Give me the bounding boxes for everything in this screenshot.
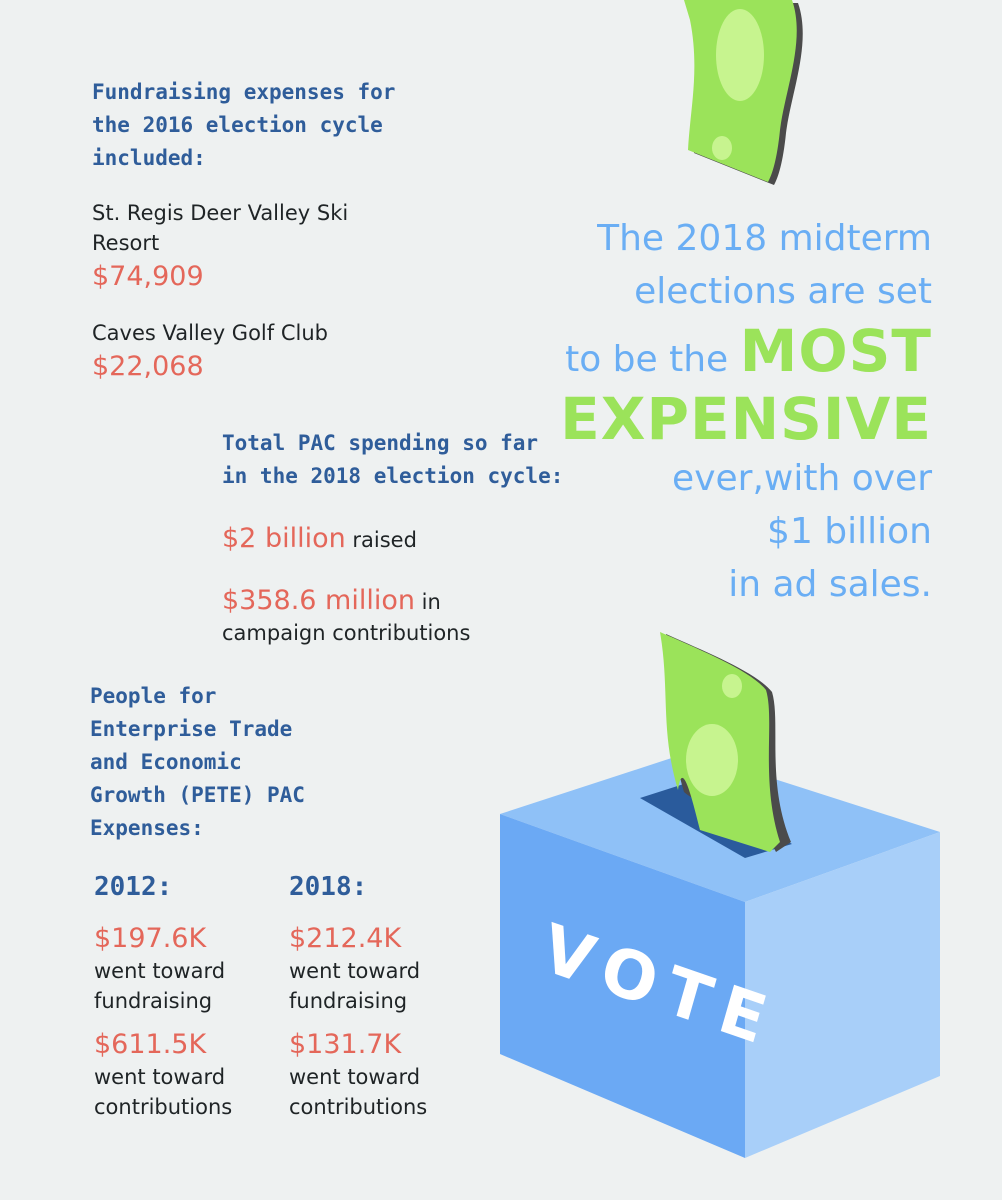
callout-emphasis-most: MOST [739,317,932,385]
callout-line6: in ad sales. [728,564,932,605]
year-2018: 2018: [289,872,368,902]
callout-line1: The 2018 midterm [597,218,932,259]
fundraising-label-2012: went toward fundraising [94,959,226,1013]
callout-line2: elections are set [634,271,932,312]
contributions-label-2018: went toward contributions [289,1065,428,1119]
pete-2012-column: 2012: $197.6K went toward fundraising $6… [94,872,284,1122]
callout-line4: ever,with over [672,458,932,499]
raised-amount: $2 billion [222,523,346,554]
pete-heading: People for Enterprise Trade and Economic… [90,684,305,840]
fundraising-amount-2012: $197.6K [94,923,207,954]
fundraising-label-2018: went toward fundraising [289,959,421,1013]
contributions-amount-2012: $611.5K [94,1029,207,1060]
expense-label-caves-valley: Caves Valley Golf Club [92,321,328,345]
contributions-label-2012: went toward contributions [94,1065,233,1119]
pac-2018-heading: Total PAC spending so far in the 2018 el… [222,431,564,488]
money-bill-ballot-icon [660,632,791,852]
callout-line3-prefix: to be the [565,339,740,380]
callout-emphasis-expensive: EXPENSIVE [560,385,932,453]
fundraising-2016-heading: Fundraising expenses for the 2016 electi… [92,80,396,170]
money-bill-top-icon [684,0,803,185]
contributions-amount: $358.6 million [222,585,415,616]
contributions-amount-2018: $131.7K [289,1029,402,1060]
callout-line5: $1 billion [767,511,932,552]
midterm-callout: The 2018 midterm elections are set to be… [482,212,932,611]
expense-amount-deer-valley: $74,909 [92,261,204,292]
fundraising-amount-2018: $212.4K [289,923,402,954]
year-2012: 2012: [94,872,173,902]
contributions-line2: campaign contributions [222,621,471,645]
contributions-suffix: in [415,590,441,614]
expense-label-deer-valley: St. Regis Deer Valley Ski Resort [92,201,349,255]
pete-2018-column: 2018: $212.4K went toward fundraising $1… [289,872,479,1122]
raised-suffix: raised [345,528,417,552]
expense-amount-caves-valley: $22,068 [92,351,204,382]
